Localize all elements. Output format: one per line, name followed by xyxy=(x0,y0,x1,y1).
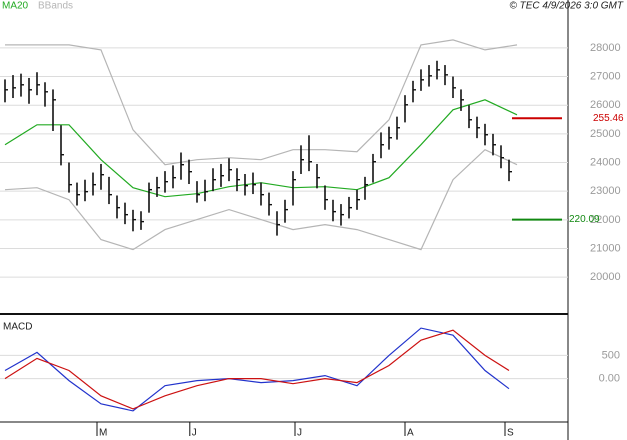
x-tick-label: J xyxy=(297,428,302,439)
source: © TEC 4/9/2026 3:0 GMT xyxy=(509,1,623,12)
level-label: 255.46 xyxy=(593,113,624,124)
y-tick-label: 21000 xyxy=(590,242,621,254)
y-tick-label: 0.00 xyxy=(599,373,620,385)
y-tick-label: 27000 xyxy=(590,70,621,82)
macd-line xyxy=(4,327,510,412)
legend-label: MA20 xyxy=(2,1,29,12)
y-tick-label: 500 xyxy=(602,349,620,361)
x-tick-label: M xyxy=(99,428,107,439)
x-tick-label: J xyxy=(192,428,197,439)
band-line xyxy=(4,148,518,251)
panel-title: MACD xyxy=(3,322,32,333)
macd-line xyxy=(4,329,510,410)
x-tick-label: A xyxy=(407,428,414,439)
y-tick-label: 20000 xyxy=(590,271,621,283)
y-tick-label: 23000 xyxy=(590,185,621,197)
legend-label: BBands xyxy=(38,1,73,12)
y-tick-label: 22000 xyxy=(590,214,621,226)
y-tick-label: 24000 xyxy=(590,156,621,168)
y-tick-label: 28000 xyxy=(590,42,621,54)
y-tick-label: 26000 xyxy=(590,99,621,111)
y-tick-label: 25000 xyxy=(590,128,621,140)
x-tick-label: S xyxy=(507,428,514,439)
band-line xyxy=(5,39,518,166)
level-label: 220.09 xyxy=(569,214,600,225)
